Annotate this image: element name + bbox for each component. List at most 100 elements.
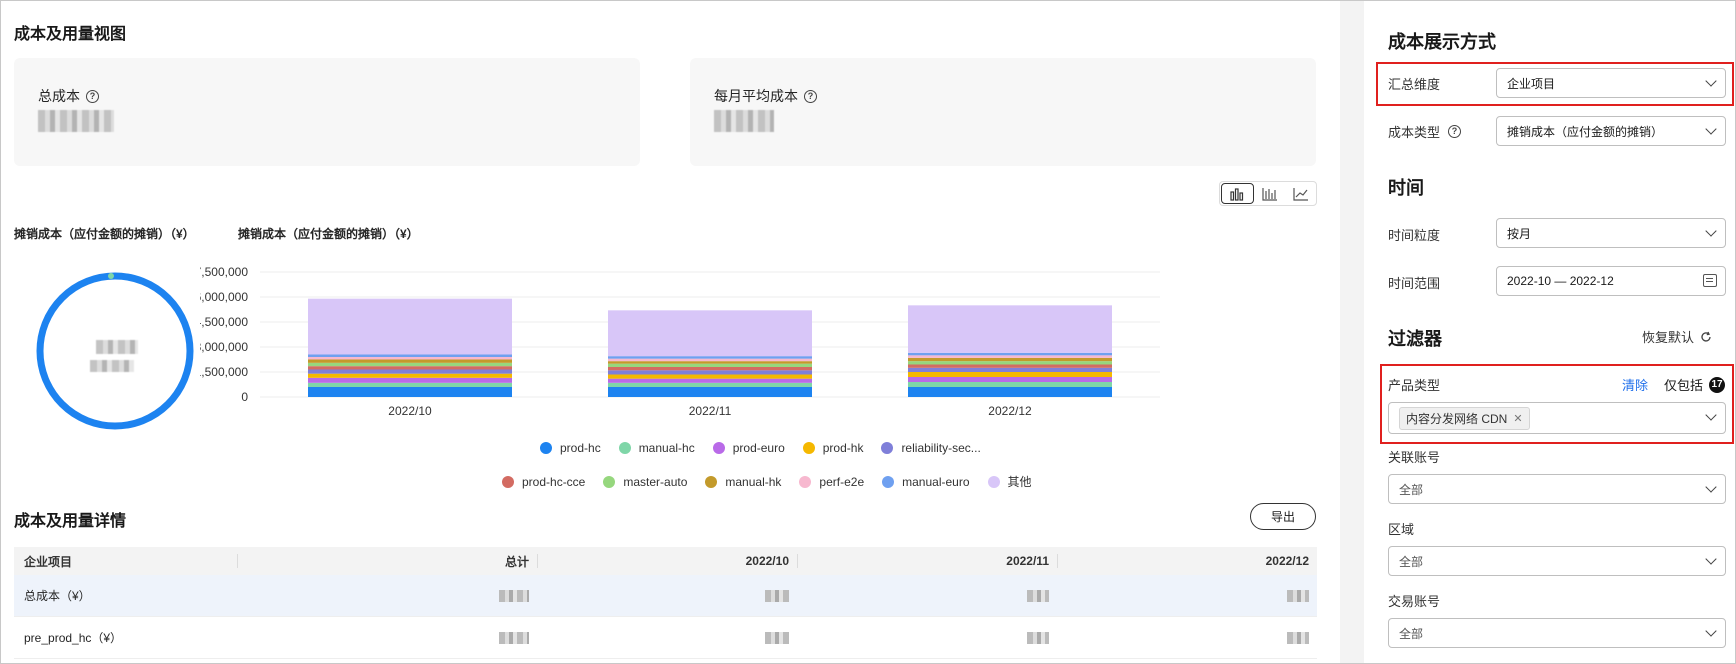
bar-segment[interactable] — [308, 354, 512, 358]
masked-value — [1027, 632, 1049, 645]
total-cost-card: 总成本 ? — [14, 58, 640, 166]
help-icon[interactable]: ? — [1448, 125, 1462, 138]
legend-item[interactable]: 其他 — [987, 473, 1032, 490]
bar-segment[interactable] — [908, 361, 1112, 365]
y-tick-label: 6,000,000 — [200, 290, 248, 304]
column-chart-icon[interactable] — [1255, 182, 1286, 205]
bar-segment[interactable] — [608, 310, 812, 357]
bar-segment[interactable] — [608, 361, 812, 364]
product-type-select[interactable]: 内容分发网络 CDN ✕ — [1388, 402, 1726, 434]
help-icon[interactable]: ? — [804, 89, 817, 103]
bar-segment[interactable] — [608, 370, 812, 375]
bar-segment[interactable] — [908, 372, 1112, 377]
y-tick-label: 7,500,000 — [200, 265, 248, 279]
product-tag: 内容分发网络 CDN ✕ — [1399, 406, 1530, 430]
bar-segment[interactable] — [908, 367, 1112, 372]
legend-item[interactable]: prod-hc — [540, 441, 601, 455]
legend-item[interactable]: manual-euro — [882, 475, 970, 489]
details-title: 成本及用量详情 — [14, 513, 127, 530]
legend-item[interactable]: perf-e2e — [799, 475, 864, 489]
row-label: 总成本（¥） — [24, 589, 91, 603]
table-row[interactable]: pre_prod_hc（¥） — [14, 617, 1317, 659]
legend-item[interactable]: reliability-sec... — [881, 441, 981, 455]
donut-small-segment — [108, 273, 114, 279]
legend-item[interactable]: manual-hc — [618, 441, 695, 455]
bar-segment[interactable] — [308, 387, 512, 397]
bar-segment[interactable] — [908, 377, 1112, 382]
legend-dot-icon — [881, 442, 894, 454]
bar-segment[interactable] — [308, 366, 512, 370]
column-header[interactable]: 2022/11 — [1006, 554, 1049, 568]
monthly-average-label: 每月平均成本 ? — [714, 86, 817, 106]
details-table: 企业项目 总计 2022/10 2022/11 2022/12 总成本（¥） p… — [14, 547, 1317, 659]
bar-segment[interactable] — [608, 358, 812, 362]
help-icon[interactable]: ? — [86, 89, 99, 103]
column-header[interactable]: 总计 — [504, 554, 529, 569]
bar-segment[interactable] — [308, 377, 512, 383]
date-range-picker[interactable]: 2022-10 — 2022-12 — [1496, 266, 1726, 296]
y-tick-label: 1,500,000 — [200, 365, 248, 379]
panel-divider — [1340, 0, 1364, 664]
bar-segment[interactable] — [608, 356, 812, 359]
legend-label: 其他 — [1007, 475, 1032, 489]
export-button[interactable]: 导出 — [1250, 503, 1316, 530]
donut-chart — [36, 272, 194, 430]
aggregate-select[interactable]: 企业项目 — [1496, 68, 1726, 98]
legend-dot-icon — [882, 475, 895, 488]
legend-dot-icon — [618, 442, 631, 454]
line-chart-icon[interactable] — [1285, 182, 1316, 205]
calendar-icon[interactable] — [1703, 274, 1717, 287]
close-icon[interactable]: ✕ — [1513, 412, 1523, 425]
legend-item[interactable]: master-auto — [603, 475, 687, 489]
trade-account-select[interactable]: 全部 — [1388, 618, 1726, 648]
range-label: 时间范围 — [1388, 276, 1441, 291]
include-only-toggle[interactable]: 仅包括 17 — [1664, 375, 1726, 394]
bar-segment[interactable] — [908, 352, 1112, 356]
legend-label: prod-hk — [822, 441, 864, 455]
total-cost-value-masked — [38, 110, 114, 132]
bar-segment[interactable] — [608, 367, 812, 371]
donut-center-label-masked — [90, 360, 134, 372]
main-panel: 成本及用量视图 总成本 ? 每月平均成本 ? 摊销成本（应付金额的摊销）（¥） … — [14, 26, 1317, 659]
region-select[interactable]: 全部 — [1388, 546, 1726, 576]
bar-segment[interactable] — [608, 374, 812, 379]
linked-account-select[interactable]: 全部 — [1388, 474, 1726, 504]
bar-segment[interactable] — [308, 298, 512, 355]
bar-segment[interactable] — [908, 364, 1112, 368]
bar-chart-icon[interactable] — [1221, 183, 1254, 204]
legend-item[interactable]: prod-euro — [712, 441, 785, 455]
x-tick-label: 2022/12 — [988, 404, 1032, 418]
legend-dot-icon — [799, 475, 812, 488]
granularity-select[interactable]: 按月 — [1496, 218, 1726, 248]
y-tick-label: 3,000,000 — [200, 340, 248, 354]
legend-item[interactable]: prod-hk — [802, 441, 864, 455]
column-header[interactable]: 2022/12 — [1265, 554, 1309, 568]
bar-segment[interactable] — [908, 305, 1112, 353]
bar-chart-title: 摊销成本（应付金额的摊销）（¥） — [238, 227, 419, 241]
bar-segment[interactable] — [308, 373, 512, 378]
clear-link[interactable]: 清除 — [1622, 378, 1649, 393]
legend-item[interactable]: manual-hk — [705, 475, 781, 489]
cost-type-select[interactable]: 摊销成本（应付金额的摊销） — [1496, 116, 1726, 146]
column-header[interactable]: 企业项目 — [24, 554, 73, 569]
bar-segment[interactable] — [908, 355, 1112, 358]
legend-item[interactable]: prod-hc-cce — [502, 475, 585, 489]
bar-segment[interactable] — [608, 363, 812, 367]
bar-segment[interactable] — [308, 369, 512, 374]
reset-defaults-link[interactable]: 恢复默认 — [1642, 327, 1712, 346]
bar-segment[interactable] — [908, 382, 1112, 387]
bar-segment[interactable] — [308, 362, 512, 367]
bar-segment[interactable] — [608, 382, 812, 387]
table-row[interactable]: 总成本（¥） — [14, 575, 1317, 617]
bar-segment[interactable] — [608, 387, 812, 397]
bar-segment[interactable] — [308, 359, 512, 363]
bar-segment[interactable] — [908, 357, 1112, 362]
bar-segment[interactable] — [608, 378, 812, 383]
bar-segment[interactable] — [308, 382, 512, 387]
x-tick-label: 2022/11 — [689, 404, 732, 418]
product-type-label: 产品类型 — [1388, 378, 1441, 393]
bar-segment[interactable] — [908, 387, 1112, 397]
column-header[interactable]: 2022/10 — [745, 554, 789, 568]
bar-segment[interactable] — [308, 357, 512, 360]
